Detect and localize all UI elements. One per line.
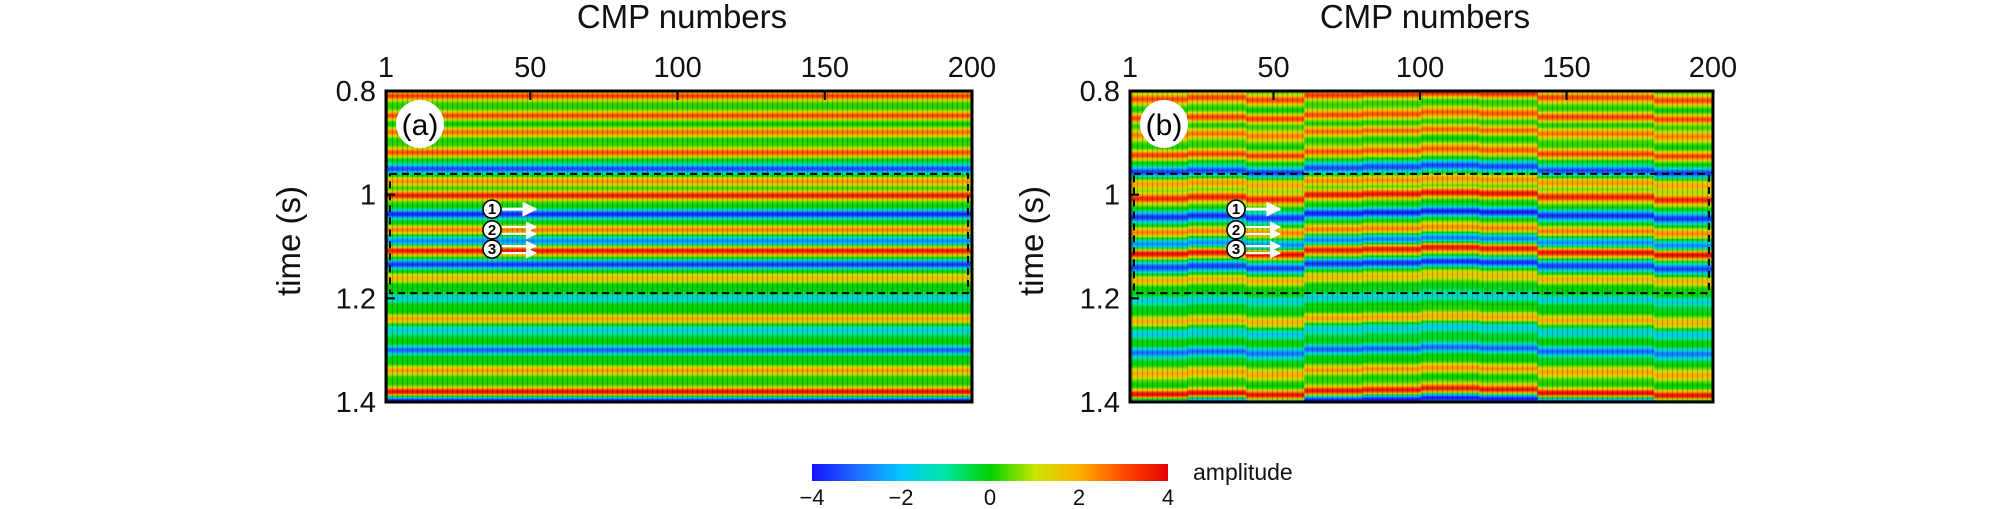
x-tick-label: 150 (801, 52, 849, 84)
colorbar-ticks: −4 −2 0 2 4 (799, 485, 1174, 509)
marker-2: 2 (482, 220, 538, 240)
panel-a-frame (384, 89, 974, 404)
y-tick-label: 1.2 (1080, 283, 1120, 315)
marker-circle (482, 239, 502, 259)
y-tick-label: 1 (360, 180, 376, 212)
panel-b-xlabel: CMP numbers (1320, 0, 1530, 35)
marker-label: 2 (488, 222, 496, 239)
colorbar-tick-label: −2 (888, 485, 913, 509)
marker-1: 1 (482, 199, 538, 219)
panel-b-label: (b) (1146, 109, 1183, 142)
panel-b-label-badge: (b) (1140, 100, 1188, 148)
marker-3: 3 (482, 239, 538, 259)
panel-b: CMP numbers time (s) 1 50 100 150 2000.811.2… (1013, 0, 1737, 419)
y-tick-label: 1 (1104, 180, 1120, 212)
panel-a-label: (a) (402, 109, 439, 142)
x-tick-label: 50 (1257, 52, 1289, 84)
marker-circle (1226, 220, 1246, 240)
colorbar-tick-label: −4 (799, 485, 824, 509)
colorbar-gradient (812, 464, 1168, 481)
marker-label: 3 (1232, 241, 1240, 258)
marker-circle (482, 220, 502, 240)
panel-a: CMP numbers time (s) 1 50 100 150 2000.811.2… (270, 0, 996, 419)
x-tick-label: 50 (514, 52, 546, 84)
panel-b-ylabel: time (s) (1013, 186, 1050, 296)
panel-a-xlabel: CMP numbers (577, 0, 787, 35)
colorbar-tick-label: 2 (1073, 485, 1085, 509)
y-tick-label: 1.2 (336, 283, 376, 315)
marker-circle (1226, 199, 1246, 219)
panel-a-ylabel: time (s) (270, 186, 307, 296)
marker-label: 3 (488, 241, 496, 258)
panel-a-markers: 1 2 3 (482, 199, 538, 259)
x-tick-label: 1 (1122, 52, 1138, 84)
x-tick-label: 1 (378, 52, 394, 84)
marker-3: 3 (1226, 239, 1282, 259)
panel-a-label-badge: (a) (396, 100, 444, 148)
marker-circle (1226, 239, 1246, 259)
x-tick-label: 200 (1689, 52, 1737, 84)
x-tick-label: 100 (653, 52, 701, 84)
panel-b-frame (1128, 89, 1715, 404)
marker-2: 2 (1226, 220, 1282, 240)
colorbar-label: amplitude (1193, 459, 1293, 485)
x-tick-label: 100 (1396, 52, 1444, 84)
panel-b-heatmap (1130, 91, 1713, 402)
marker-label: 1 (1232, 201, 1240, 218)
y-tick-label: 0.8 (1080, 76, 1120, 108)
marker-label: 2 (1232, 222, 1240, 239)
y-tick-label: 1.4 (1080, 387, 1120, 419)
panel-a-heatmap (386, 91, 972, 402)
colorbar-tick-label: 0 (984, 485, 996, 509)
marker-label: 1 (488, 201, 496, 218)
x-tick-label: 200 (948, 52, 996, 84)
marker-circle (482, 199, 502, 219)
colorbar: −4 −2 0 2 4 amplitude (799, 459, 1292, 509)
y-tick-label: 1.4 (336, 387, 376, 419)
marker-1: 1 (1226, 199, 1282, 219)
colorbar-tick-label: 4 (1162, 485, 1174, 509)
panel-b-markers: 1 2 3 (1226, 199, 1282, 259)
y-tick-label: 0.8 (336, 76, 376, 108)
trace-texture (1130, 91, 1713, 402)
trace-texture (386, 91, 972, 402)
x-tick-label: 150 (1542, 52, 1590, 84)
panel-a-window (389, 172, 969, 295)
